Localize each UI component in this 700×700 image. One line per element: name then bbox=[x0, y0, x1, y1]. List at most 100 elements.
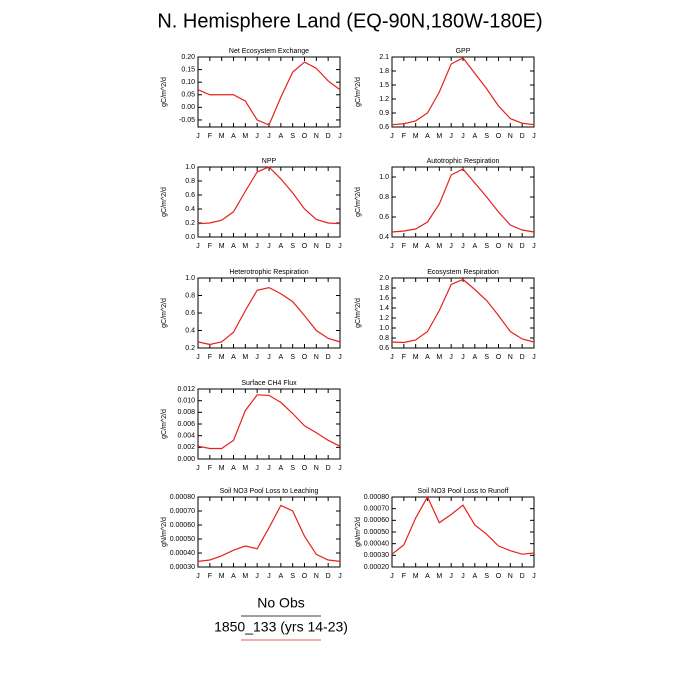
x-tick-label: M bbox=[436, 243, 442, 250]
y-tick-label: 0.00030 bbox=[170, 564, 195, 571]
x-tick-label: F bbox=[402, 354, 406, 361]
y-tick-label: 0.2 bbox=[185, 220, 195, 227]
y-axis-label: gN/m^2/d bbox=[161, 517, 168, 547]
x-tick-label: J bbox=[461, 133, 465, 140]
y-tick-label: 1.0 bbox=[379, 174, 389, 181]
data-line bbox=[197, 394, 341, 450]
x-tick-label: N bbox=[508, 573, 513, 580]
x-tick-label: D bbox=[520, 133, 525, 140]
x-tick-label: J bbox=[338, 243, 342, 250]
x-tick-label: J bbox=[461, 573, 465, 580]
x-tick-label: A bbox=[425, 243, 430, 250]
x-tick-label: A bbox=[231, 133, 236, 140]
x-tick-label: J bbox=[267, 133, 271, 140]
x-tick-label: J bbox=[390, 573, 394, 580]
x-tick-label: F bbox=[208, 465, 212, 472]
plot-frame bbox=[197, 56, 341, 128]
y-axis-label: gC/m^2/d bbox=[161, 77, 168, 107]
y-axis-label: gC/m^2/d bbox=[355, 187, 362, 217]
x-tick-label: D bbox=[326, 465, 331, 472]
x-tick-label: M bbox=[413, 243, 419, 250]
y-tick-label: 0.4 bbox=[185, 206, 195, 213]
y-tick-label: 0.004 bbox=[177, 433, 195, 440]
y-tick-label: 0.00060 bbox=[364, 517, 389, 524]
x-tick-label: J bbox=[255, 243, 259, 250]
y-tick-label: 0.6 bbox=[379, 214, 389, 221]
panel-title: Soil NO3 Pool Loss to Runoff bbox=[418, 488, 509, 495]
x-tick-label: M bbox=[413, 354, 419, 361]
panel-title: Net Ecosystem Exchange bbox=[229, 48, 309, 55]
x-tick-label: J bbox=[255, 133, 259, 140]
x-tick-label: D bbox=[326, 243, 331, 250]
x-tick-label: M bbox=[242, 354, 248, 361]
y-tick-label: 0.00080 bbox=[364, 494, 389, 501]
data-line bbox=[197, 504, 341, 562]
x-tick-label: J bbox=[267, 354, 271, 361]
x-tick-label: N bbox=[508, 243, 513, 250]
x-tick-label: J bbox=[449, 573, 453, 580]
x-tick-label: A bbox=[231, 465, 236, 472]
data-line bbox=[391, 495, 535, 555]
x-tick-label: D bbox=[520, 243, 525, 250]
y-tick-label: 0.9 bbox=[379, 110, 389, 117]
panel-title: Soil NO3 Pool Loss to Leaching bbox=[220, 488, 319, 495]
y-tick-label: 1.5 bbox=[379, 82, 389, 89]
x-tick-label: J bbox=[449, 133, 453, 140]
x-tick-label: J bbox=[267, 465, 271, 472]
y-tick-label: 0.00040 bbox=[364, 541, 389, 548]
x-tick-label: O bbox=[496, 243, 502, 250]
x-tick-label: F bbox=[208, 133, 212, 140]
y-tick-label: 0.010 bbox=[177, 398, 195, 405]
x-tick-label: D bbox=[326, 354, 331, 361]
x-tick-label: A bbox=[231, 354, 236, 361]
y-tick-label: 0.00080 bbox=[170, 494, 195, 501]
x-tick-label: A bbox=[278, 354, 283, 361]
y-axis-label: gC/m^2/d bbox=[355, 298, 362, 328]
y-tick-label: -0.05 bbox=[179, 117, 195, 124]
y-tick-label: 0.05 bbox=[181, 92, 195, 99]
x-tick-label: M bbox=[413, 133, 419, 140]
x-tick-label: M bbox=[436, 354, 442, 361]
x-tick-label: M bbox=[242, 573, 248, 580]
y-tick-label: 0.4 bbox=[185, 327, 195, 334]
x-tick-label: A bbox=[472, 573, 477, 580]
data-line bbox=[197, 286, 341, 346]
x-tick-label: M bbox=[436, 133, 442, 140]
x-tick-label: N bbox=[508, 133, 513, 140]
x-tick-label: J bbox=[338, 133, 342, 140]
x-tick-label: J bbox=[196, 243, 200, 250]
panel-title: NPP bbox=[262, 158, 277, 165]
plot-frame bbox=[197, 277, 341, 349]
x-tick-label: J bbox=[461, 354, 465, 361]
x-tick-label: D bbox=[326, 573, 331, 580]
y-tick-label: 1.8 bbox=[379, 68, 389, 75]
x-tick-label: A bbox=[231, 573, 236, 580]
x-tick-label: S bbox=[290, 354, 295, 361]
x-tick-label: M bbox=[219, 573, 225, 580]
y-tick-label: 1.2 bbox=[379, 315, 389, 322]
y-tick-label: 1.0 bbox=[379, 325, 389, 332]
y-axis-label: gN/m^2/d bbox=[355, 517, 362, 547]
panel-title: Heterotrophic Respiration bbox=[229, 269, 308, 276]
y-tick-label: 2.1 bbox=[379, 54, 389, 61]
x-tick-label: S bbox=[484, 243, 489, 250]
x-tick-label: O bbox=[302, 354, 308, 361]
y-tick-label: 0.6 bbox=[379, 345, 389, 352]
x-tick-label: N bbox=[508, 354, 513, 361]
x-tick-label: M bbox=[242, 133, 248, 140]
x-tick-label: O bbox=[496, 573, 502, 580]
page-title: N. Hemisphere Land (EQ-90N,180W-180E) bbox=[157, 10, 542, 32]
x-tick-label: J bbox=[338, 465, 342, 472]
x-tick-label: A bbox=[472, 243, 477, 250]
plot-frame bbox=[391, 277, 535, 349]
x-tick-label: M bbox=[219, 133, 225, 140]
x-tick-label: J bbox=[449, 354, 453, 361]
x-tick-label: J bbox=[196, 573, 200, 580]
y-tick-label: 0.4 bbox=[379, 234, 389, 241]
x-tick-label: M bbox=[413, 573, 419, 580]
x-tick-label: J bbox=[532, 133, 536, 140]
x-tick-label: O bbox=[302, 573, 308, 580]
x-tick-label: S bbox=[290, 465, 295, 472]
x-tick-label: A bbox=[425, 354, 430, 361]
plot-frame bbox=[197, 166, 341, 238]
